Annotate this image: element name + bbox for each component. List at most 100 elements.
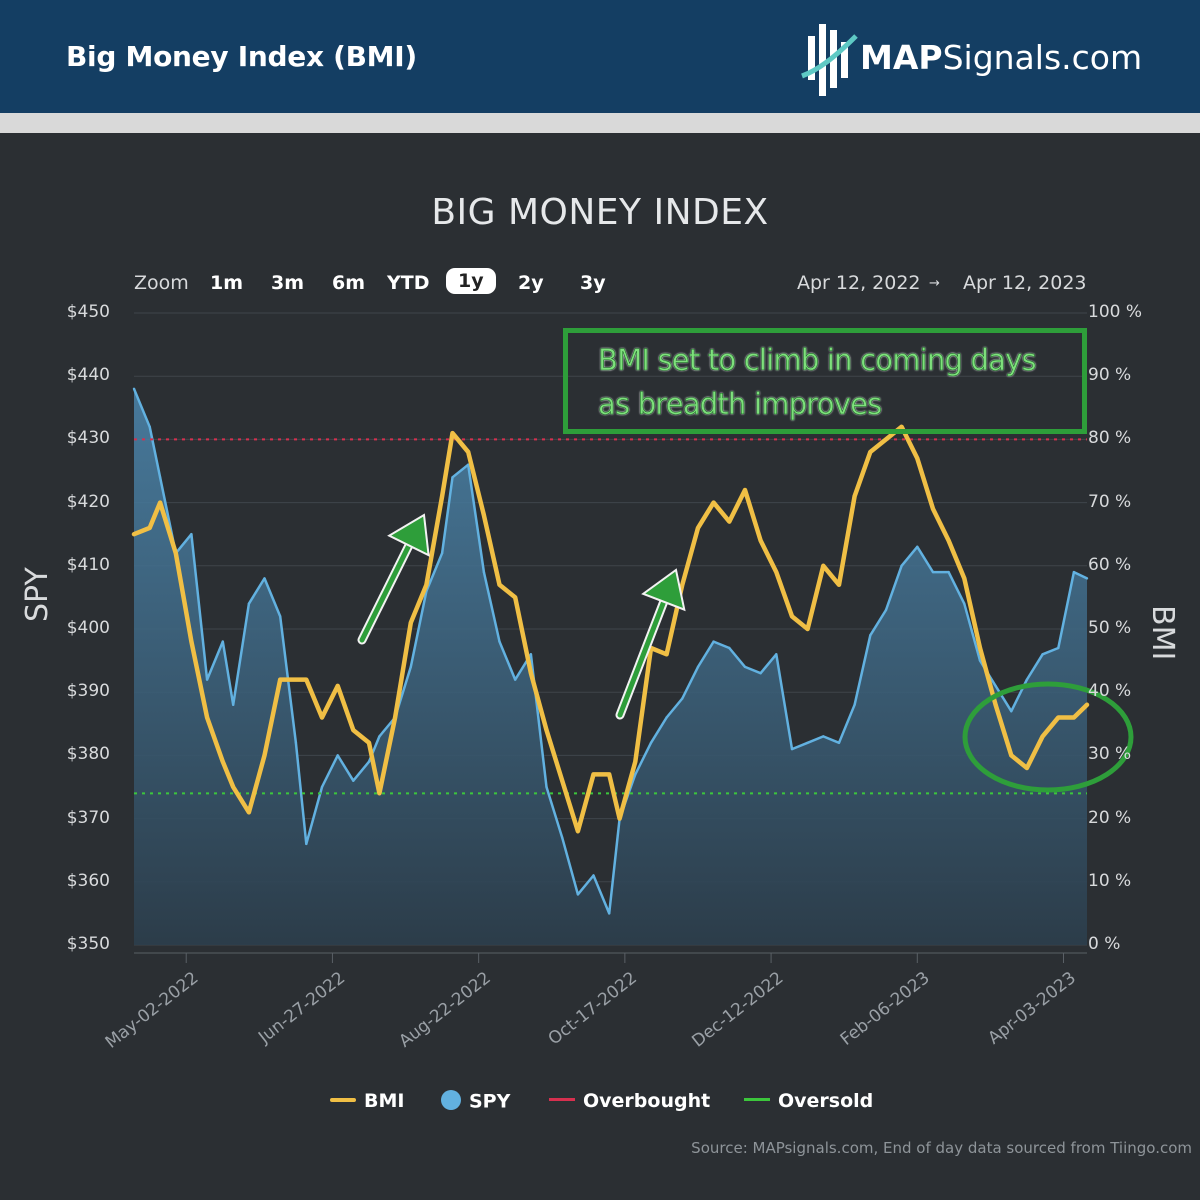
range-arrow-icon: →: [929, 276, 940, 291]
up-arrow-icon: [357, 513, 430, 645]
legend-item-oversold[interactable]: Oversold: [744, 1090, 873, 1112]
bmi-point: [498, 583, 501, 587]
zoom-label: Zoom: [134, 272, 189, 294]
spy-point: [305, 842, 308, 846]
bmi-point: [884, 437, 888, 441]
spy-point: [1041, 653, 1044, 656]
zoom-6m-button[interactable]: 6m: [332, 272, 366, 294]
bmi-point: [466, 450, 470, 454]
spy-point: [759, 672, 762, 675]
bmi-swatch-icon: [330, 1097, 356, 1102]
bmi-point: [947, 539, 951, 542]
spy-series: [132, 387, 1089, 945]
spy-point: [634, 773, 637, 776]
bmi-point: [545, 728, 548, 732]
spy-point: [367, 760, 371, 763]
spy-point: [900, 564, 903, 567]
legend-item-spy[interactable]: SPY: [441, 1090, 510, 1114]
y-tick-label-right: 30 %: [1088, 744, 1132, 765]
spy-point: [853, 703, 856, 706]
spy-point: [775, 653, 778, 656]
annotation-box: BMI set to climb in coming days as bread…: [563, 328, 1087, 434]
bmi-point: [440, 494, 444, 498]
zoom-1y-button[interactable]: 1y: [446, 268, 496, 294]
brand-logo[interactable]: MAPSignals.com: [800, 18, 1160, 98]
header-bar: Big Money Index (BMI) MAPSignals.com: [0, 0, 1200, 113]
arrow-shaft: [359, 542, 412, 643]
bmi-point: [409, 621, 413, 625]
zoom-1m-button[interactable]: 1m: [210, 272, 244, 294]
bmi-point: [424, 583, 428, 587]
bmi-point: [351, 728, 355, 732]
annotation-line-2: as breadth improves: [598, 387, 883, 422]
bmi-point: [1041, 734, 1045, 738]
spy-point: [869, 634, 872, 637]
bmi-point: [853, 494, 857, 498]
bmi-point: [759, 539, 763, 542]
bmi-point: [560, 779, 564, 783]
y-axis-right-title: BMI: [1145, 605, 1180, 661]
zoom-3y-button[interactable]: 3y: [580, 272, 606, 294]
spy-point: [916, 545, 919, 548]
spy-point: [931, 570, 935, 574]
bmi-point: [931, 507, 935, 511]
legend-label-oversold: Oversold: [778, 1090, 874, 1112]
brand-bold: MAP: [860, 38, 943, 77]
bmi-point: [1025, 766, 1029, 770]
spy-point: [608, 912, 611, 915]
spy-point: [592, 874, 595, 877]
annotation-marks: [357, 513, 1134, 793]
spy-point: [279, 615, 282, 618]
bmi-point: [900, 425, 904, 429]
bmi-point: [482, 513, 486, 517]
spy-point: [320, 785, 324, 789]
y-tick-label-right: 40 %: [1088, 681, 1132, 702]
spy-swatch-icon: [441, 1090, 461, 1110]
zoom-2y-button[interactable]: 2y: [518, 272, 544, 294]
spy-point: [336, 754, 339, 757]
y-tick-label-right: 60 %: [1088, 554, 1132, 575]
spy-point: [205, 678, 209, 681]
legend-item-overbought[interactable]: Overbought: [549, 1090, 710, 1112]
spy-point: [352, 779, 355, 782]
spy-point: [884, 608, 888, 612]
spy-point: [514, 678, 517, 681]
legend: BMI SPY Overbought Oversold: [0, 1090, 1200, 1114]
bmi-point: [294, 678, 298, 682]
spy-point: [190, 533, 193, 536]
spy-point: [649, 741, 653, 744]
spy-point: [378, 735, 381, 738]
highlight-ellipse: [962, 681, 1134, 793]
y-tick-label-right: 70 %: [1088, 491, 1132, 512]
range-to-input[interactable]: Apr 12, 2023: [963, 272, 1087, 294]
bmi-point: [513, 595, 517, 599]
zoom-ytd-button[interactable]: YTD: [387, 272, 430, 294]
range-from-input[interactable]: Apr 12, 2022: [797, 272, 921, 294]
up-arrow-icon: [615, 568, 686, 720]
annotation-line-1: BMI set to climb in coming days: [598, 343, 1037, 378]
spy-point: [409, 665, 412, 669]
bmi-point: [263, 753, 266, 757]
spy-point: [1010, 710, 1013, 713]
spy-point: [696, 665, 700, 669]
bmi-point: [592, 772, 595, 776]
bmi-point: [189, 640, 193, 644]
bmi-point: [1085, 703, 1089, 707]
legend-item-bmi[interactable]: BMI: [330, 1090, 404, 1112]
brand-name: MAPSignals.com: [860, 38, 1142, 77]
spy-point: [498, 640, 501, 643]
bmi-point: [247, 810, 251, 814]
bmi-point: [148, 526, 152, 530]
spy-point: [947, 570, 950, 574]
spy-point: [561, 836, 564, 839]
spy-point: [806, 741, 809, 744]
y-tick-label-left: $410: [66, 554, 110, 575]
spy-point: [681, 697, 684, 700]
bmi-point: [1009, 753, 1013, 757]
y-tick-label-left: $400: [66, 618, 110, 638]
chart-title: BIG MONEY INDEX: [431, 192, 769, 233]
bmi-point: [727, 520, 731, 524]
y-tick-label-right: 0 %: [1088, 934, 1121, 954]
zoom-3m-button[interactable]: 3m: [271, 272, 305, 294]
bmi-point: [174, 551, 178, 555]
